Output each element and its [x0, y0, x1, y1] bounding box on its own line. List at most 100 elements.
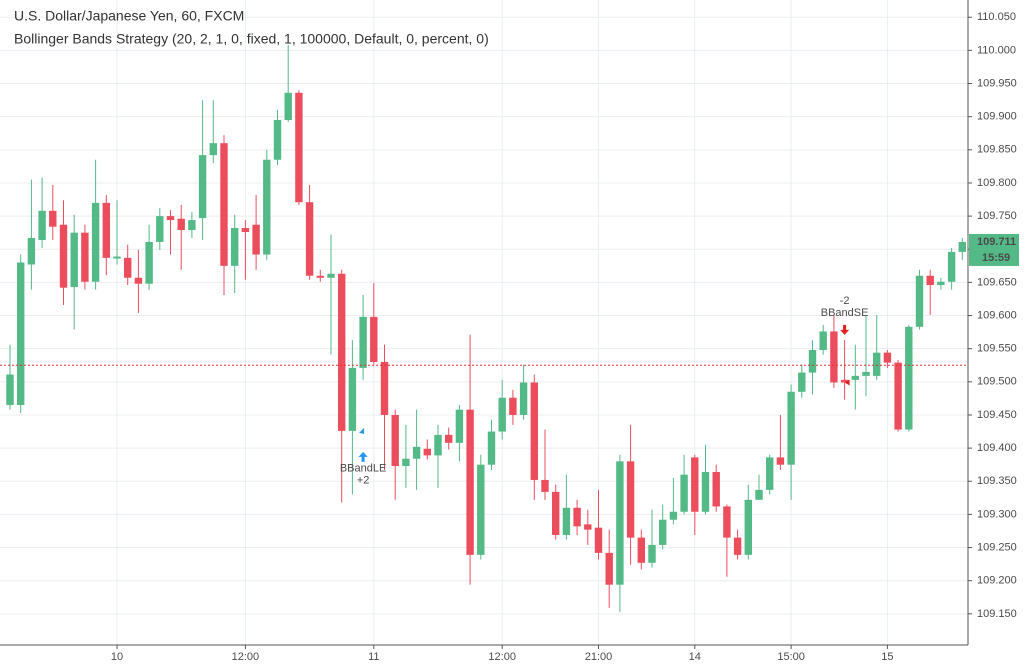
candle-body: [723, 506, 731, 538]
candle-body: [894, 362, 902, 430]
candle-body: [851, 375, 859, 380]
candle-body: [145, 241, 153, 284]
signal-arrow: [358, 451, 368, 462]
candle-body: [562, 507, 571, 535]
x-tick-label: 15: [881, 651, 893, 663]
candle-body: [434, 434, 442, 456]
candle-body: [626, 461, 635, 538]
candle-body: [862, 371, 870, 376]
candle-body: [402, 458, 410, 467]
x-tick-label: 12:00: [232, 651, 260, 663]
candle-body: [177, 218, 185, 231]
candle-body: [38, 210, 46, 240]
y-tick-label: 110.050: [977, 11, 1016, 23]
candle-body: [284, 92, 292, 120]
y-tick-label: 109.800: [977, 177, 1017, 189]
candle-body: [915, 275, 924, 327]
candle-body: [263, 159, 271, 255]
countdown-box: [969, 249, 1019, 266]
x-tick-label: 21:00: [585, 651, 613, 663]
candle-body: [487, 431, 496, 465]
candle-body: [6, 374, 14, 406]
candle-body: [744, 499, 752, 555]
x-tick-label: 12:00: [488, 651, 516, 663]
countdown-label: 15:59: [982, 252, 1010, 264]
candle-body: [466, 409, 474, 555]
candle-body: [691, 457, 699, 512]
last-price-label: 109.711: [977, 236, 1016, 248]
candle-body: [134, 277, 143, 284]
candle-body: [198, 155, 207, 219]
candle-body: [327, 273, 335, 278]
y-tick-label: 109.750: [977, 210, 1017, 222]
candle-body: [305, 202, 314, 276]
candle-body: [445, 434, 453, 443]
candle-body: [412, 446, 421, 459]
signal-qty: +2: [357, 475, 370, 487]
candle-body: [231, 228, 239, 266]
candle-body: [380, 361, 389, 415]
candle-body: [840, 379, 849, 383]
candle-body: [209, 143, 217, 156]
signal-marker: [844, 379, 850, 386]
y-tick-label: 109.550: [977, 343, 1017, 355]
y-tick-label: 109.850: [977, 144, 1017, 156]
candle-body: [787, 391, 795, 465]
x-tick-label: 10: [111, 651, 123, 663]
chart-subtitle: Bollinger Bands Strategy (20, 2, 1, 0, f…: [14, 31, 489, 47]
y-tick-label: 109.900: [977, 111, 1017, 123]
y-tick-label: 109.600: [977, 309, 1017, 321]
candle-body: [637, 537, 645, 563]
candle-body: [498, 397, 506, 432]
candle-body: [594, 527, 603, 553]
candle-body: [166, 216, 175, 221]
candle-body: [530, 382, 538, 480]
candle-body: [819, 331, 827, 351]
y-tick-label: 109.150: [977, 608, 1017, 620]
candle-body: [370, 316, 378, 362]
candle-body: [423, 448, 431, 456]
chart-title: U.S. Dollar/Japanese Yen, 60, FXCM: [14, 8, 244, 24]
y-tick-label: 109.350: [977, 475, 1017, 487]
candle-body: [59, 224, 68, 288]
x-tick-label: 15:00: [777, 651, 805, 663]
y-tick-label: 110.000: [977, 44, 1016, 56]
candle-body: [926, 275, 934, 286]
candle-body: [605, 552, 613, 585]
candle-body: [798, 372, 806, 392]
candle-body: [509, 397, 517, 415]
last-price-box: [969, 233, 1019, 250]
signal-qty: -2: [840, 295, 850, 307]
candle-body: [455, 409, 464, 443]
candle-body: [958, 241, 966, 252]
signal-arrow: [840, 324, 850, 335]
y-tick-label: 109.250: [977, 541, 1017, 553]
candle-body: [947, 251, 956, 282]
candle-body: [541, 479, 549, 492]
signal-label: BBandLE: [340, 463, 386, 475]
candle-body: [905, 326, 913, 430]
candle-body: [156, 216, 164, 242]
candle-body: [766, 457, 774, 490]
candle-body: [808, 350, 817, 373]
candle-body: [776, 457, 785, 465]
y-tick-label: 109.650: [977, 276, 1017, 288]
candle-body: [669, 511, 678, 520]
candle-body: [70, 232, 78, 288]
candle-body: [316, 275, 324, 278]
candle-body: [519, 382, 528, 415]
candle-body: [584, 524, 592, 530]
candle-body: [220, 143, 228, 266]
candle-body: [659, 519, 667, 545]
candle-body: [477, 464, 485, 555]
candle-body: [113, 256, 121, 259]
candle-body: [81, 232, 89, 282]
candle-body: [648, 544, 656, 563]
candle-body: [27, 237, 36, 265]
candle-body: [49, 210, 57, 227]
candle-body: [712, 471, 720, 507]
y-tick-label: 109.400: [977, 442, 1017, 454]
candle-body: [359, 316, 367, 368]
